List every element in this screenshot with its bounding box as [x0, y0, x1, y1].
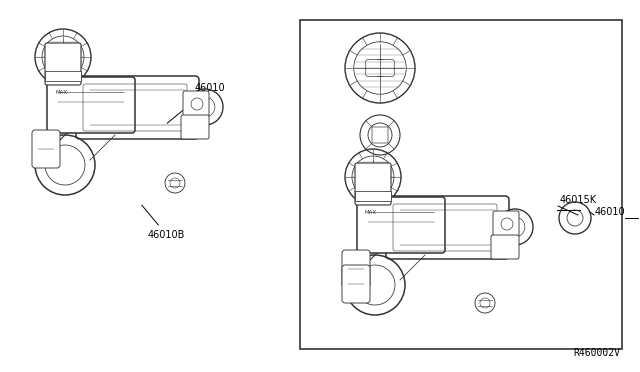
FancyBboxPatch shape — [45, 71, 81, 81]
FancyBboxPatch shape — [365, 60, 394, 76]
Text: 46010: 46010 — [595, 207, 626, 217]
FancyBboxPatch shape — [45, 43, 81, 85]
FancyBboxPatch shape — [355, 191, 391, 201]
Text: MAX: MAX — [55, 90, 67, 95]
FancyBboxPatch shape — [386, 196, 509, 259]
FancyBboxPatch shape — [51, 50, 75, 64]
Text: 46010B: 46010B — [142, 205, 186, 240]
FancyBboxPatch shape — [355, 163, 391, 205]
Bar — [300, 20, 622, 349]
FancyBboxPatch shape — [372, 127, 388, 143]
Text: R460002V: R460002V — [573, 348, 620, 358]
FancyBboxPatch shape — [357, 197, 445, 253]
Text: MAX: MAX — [365, 210, 377, 215]
FancyBboxPatch shape — [76, 76, 199, 139]
FancyBboxPatch shape — [47, 77, 135, 133]
Text: 46010: 46010 — [167, 83, 226, 123]
FancyBboxPatch shape — [342, 250, 370, 288]
FancyBboxPatch shape — [181, 115, 209, 139]
Text: 46015K: 46015K — [560, 195, 597, 205]
FancyBboxPatch shape — [183, 91, 209, 117]
FancyBboxPatch shape — [32, 130, 60, 168]
FancyBboxPatch shape — [342, 265, 370, 303]
FancyBboxPatch shape — [361, 170, 385, 184]
FancyBboxPatch shape — [493, 211, 519, 237]
FancyBboxPatch shape — [491, 235, 519, 259]
